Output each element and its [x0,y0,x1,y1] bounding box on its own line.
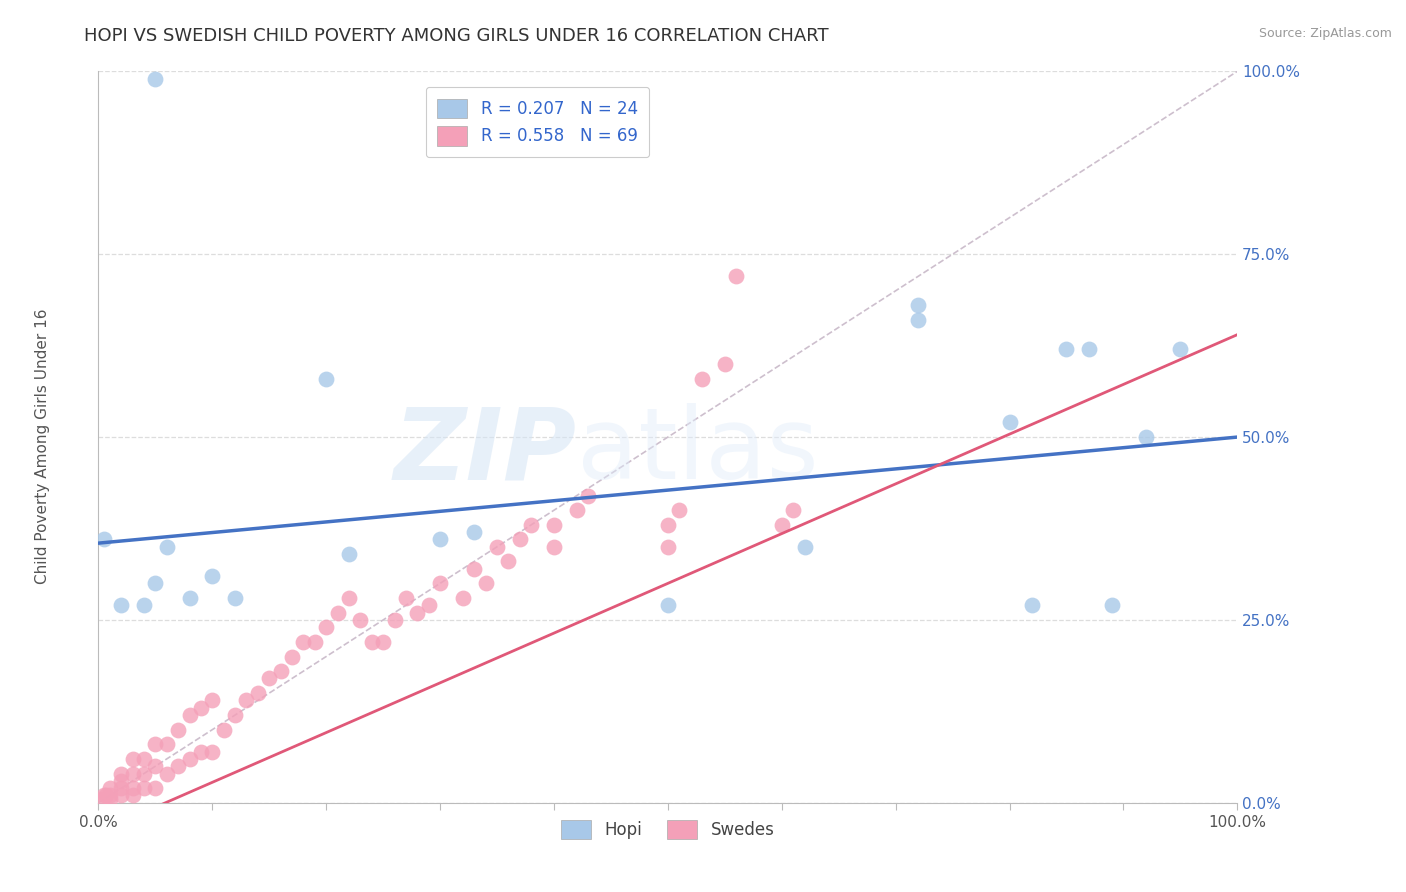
Point [132,599,155,613]
Point [93,789,115,803]
Point [96,789,118,803]
Point [337,591,360,605]
Point [1021,599,1043,613]
Point [337,547,360,561]
Point [121,766,143,780]
Point [145,576,167,591]
Point [714,357,737,371]
Point [201,693,224,707]
Point [201,745,224,759]
Point [463,525,485,540]
Point [486,540,509,554]
Point [463,562,485,576]
Text: HOPI VS SWEDISH CHILD POVERTY AMONG GIRLS UNDER 16 CORRELATION CHART: HOPI VS SWEDISH CHILD POVERTY AMONG GIRL… [84,27,830,45]
Point [576,489,599,503]
Point [326,606,349,620]
Point [657,517,679,532]
Point [1054,343,1078,357]
Point [270,664,292,678]
Point [98,789,121,803]
Text: atlas: atlas [576,403,818,500]
Legend: Hopi, Swedes: Hopi, Swedes [554,814,782,846]
Point [281,649,304,664]
Point [360,635,382,649]
Point [657,599,679,613]
Point [725,269,748,284]
Point [190,700,212,714]
Point [110,766,132,780]
Point [224,708,246,723]
Point [315,620,337,634]
Point [132,781,155,796]
Point [1101,599,1123,613]
Point [156,540,179,554]
Point [201,569,224,583]
Point [543,540,565,554]
Point [690,371,713,385]
Point [98,781,121,796]
Point [145,781,167,796]
Text: ZIP: ZIP [394,403,576,500]
Text: Source: ZipAtlas.com: Source: ZipAtlas.com [1258,27,1392,40]
Point [110,599,132,613]
Point [156,737,179,751]
Point [907,298,929,312]
Point [349,613,371,627]
Point [668,503,690,517]
Point [246,686,269,700]
Point [179,752,201,766]
Point [498,554,520,568]
Point [371,635,394,649]
Point [98,792,121,806]
Point [1078,343,1101,357]
Point [384,613,406,627]
Point [565,503,588,517]
Point [418,599,440,613]
Point [474,576,496,591]
Point [110,773,132,788]
Point [110,789,132,803]
Point [509,533,531,547]
Text: Child Poverty Among Girls Under 16: Child Poverty Among Girls Under 16 [35,309,49,583]
Point [1170,343,1192,357]
Point [167,723,190,737]
Point [156,766,179,780]
Point [224,591,246,605]
Point [520,517,543,532]
Point [1135,430,1157,444]
Point [657,540,679,554]
Point [429,576,451,591]
Point [998,416,1021,430]
Point [543,517,565,532]
Point [292,635,315,649]
Point [90,792,112,806]
Point [793,540,815,554]
Point [179,708,201,723]
Point [315,371,337,385]
Point [212,723,235,737]
Point [145,759,167,773]
Point [259,672,281,686]
Point [190,745,212,759]
Point [770,517,793,532]
Point [132,752,155,766]
Point [110,781,132,796]
Point [429,533,451,547]
Point [179,591,201,605]
Point [121,752,143,766]
Point [145,737,167,751]
Point [304,635,326,649]
Point [907,313,929,327]
Point [121,789,143,803]
Point [235,693,257,707]
Point [167,759,190,773]
Point [145,71,167,86]
Point [782,503,804,517]
Point [451,591,474,605]
Point [406,606,429,620]
Point [121,781,143,796]
Point [395,591,418,605]
Point [93,533,115,547]
Point [132,766,155,780]
